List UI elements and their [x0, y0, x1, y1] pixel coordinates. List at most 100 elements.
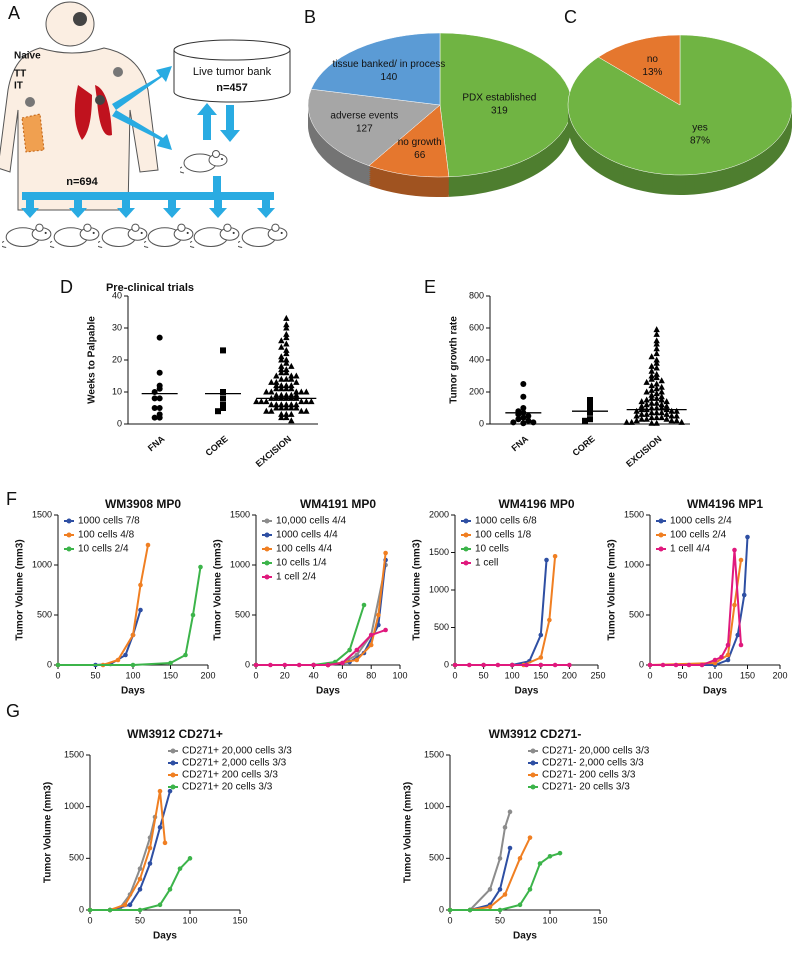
x-tick-label: 100: [505, 670, 520, 680]
x-tick-label: 150: [232, 915, 247, 925]
y-tick-label: 1500: [624, 509, 644, 519]
series-marker: [145, 542, 151, 548]
slice-label: yes: [692, 123, 708, 134]
slice-value: 13%: [642, 67, 662, 78]
data-point: [220, 405, 226, 411]
series-marker: [354, 657, 360, 663]
data-point: [648, 353, 655, 360]
legend-label: 100 cells 2/4: [670, 530, 727, 541]
data-point: [308, 398, 315, 405]
series-line: [450, 811, 511, 911]
legend-swatch: [463, 518, 469, 524]
y-tick-label: 500: [429, 853, 444, 863]
legend-label: 10 cells 1/4: [276, 558, 327, 569]
data-point: [648, 419, 655, 426]
data-point: [215, 408, 221, 415]
legend-label: CD271+ 20,000 cells 3/3: [182, 746, 292, 757]
legend-swatch: [170, 784, 176, 790]
data-point: [268, 378, 275, 385]
x-tick-label: 100: [542, 915, 557, 925]
data-point: [298, 407, 305, 414]
data-point: [151, 414, 158, 421]
chart-title: WM3912 CD271+: [127, 727, 223, 741]
series-marker: [547, 853, 553, 859]
legend-swatch: [170, 772, 176, 778]
series-marker: [673, 662, 679, 668]
y-tick-label: 500: [235, 609, 250, 619]
slice-value: 319: [491, 106, 508, 117]
series-marker: [527, 887, 533, 892]
data-point: [268, 388, 275, 395]
x-tick-label: 150: [592, 915, 607, 925]
series-marker: [552, 553, 558, 559]
legend-label: 10,000 cells 4/4: [276, 516, 346, 527]
series-marker: [524, 662, 529, 668]
y-axis-label: Weeks to Palpable: [87, 316, 98, 404]
data-point: [278, 410, 285, 417]
data-point: [648, 362, 655, 369]
data-point: [303, 398, 310, 405]
data-point: [653, 409, 660, 416]
data-point: [658, 401, 665, 408]
arrow: [209, 198, 227, 218]
legend-swatch: [463, 546, 469, 552]
y-tick-label: 1000: [64, 801, 84, 811]
data-point: [283, 410, 290, 417]
mouse: [50, 223, 100, 249]
data-point: [303, 407, 310, 414]
series-marker: [557, 850, 563, 856]
data-point: [293, 378, 300, 385]
x-axis-label: Days: [513, 931, 537, 942]
data-point: [658, 396, 665, 403]
series-marker: [686, 662, 692, 668]
data-point: [520, 393, 527, 400]
series-marker: [376, 612, 381, 618]
series-marker: [497, 887, 503, 892]
mouse-row: [2, 223, 288, 249]
legend-label: 100 cells 4/8: [78, 530, 135, 541]
x-tick-label: 40: [309, 670, 319, 680]
series-marker: [147, 861, 153, 866]
data-point: [288, 417, 295, 424]
series-marker: [517, 902, 523, 908]
series-marker: [481, 662, 486, 668]
y-tick-label: 0: [117, 418, 122, 428]
series-marker: [368, 642, 374, 648]
group-label: IT: [14, 81, 23, 92]
series-marker: [467, 662, 472, 668]
y-tick-label: 1000: [429, 584, 449, 594]
y-tick-label: 1500: [429, 547, 449, 557]
y-axis-label: Tumor Volume (mm3): [15, 539, 26, 640]
legend-swatch: [463, 560, 469, 566]
arrow: [197, 103, 217, 140]
y-tick-label: 10: [112, 386, 122, 396]
y-tick-label: 800: [469, 290, 484, 300]
data-point: [638, 402, 645, 409]
data-point: [658, 393, 665, 400]
data-point: [653, 374, 660, 381]
x-tick-label: FNA: [510, 433, 531, 453]
data-point: [253, 398, 260, 405]
data-point: [278, 356, 285, 363]
x-tick-label: CORE: [203, 434, 229, 458]
data-point: [623, 418, 630, 425]
arrow: [69, 198, 87, 218]
tumor-site: [25, 97, 35, 107]
series-marker: [547, 617, 552, 623]
legend-label: 100 cells 1/8: [475, 530, 532, 541]
legend-label: 1000 cells 2/4: [670, 516, 732, 527]
y-tick-label: 2000: [429, 509, 449, 519]
data-point: [288, 385, 295, 392]
data-point: [520, 381, 527, 387]
x-tick-label: 200: [200, 670, 215, 680]
data-point: [648, 399, 655, 406]
x-tick-label: 20: [280, 670, 290, 680]
legend-swatch: [264, 532, 270, 538]
data-point: [283, 391, 290, 398]
data-point: [643, 415, 650, 422]
data-point: [278, 337, 285, 344]
tumor-bank-top: [173, 39, 291, 61]
mouse: [238, 223, 288, 249]
arrow: [163, 198, 181, 218]
